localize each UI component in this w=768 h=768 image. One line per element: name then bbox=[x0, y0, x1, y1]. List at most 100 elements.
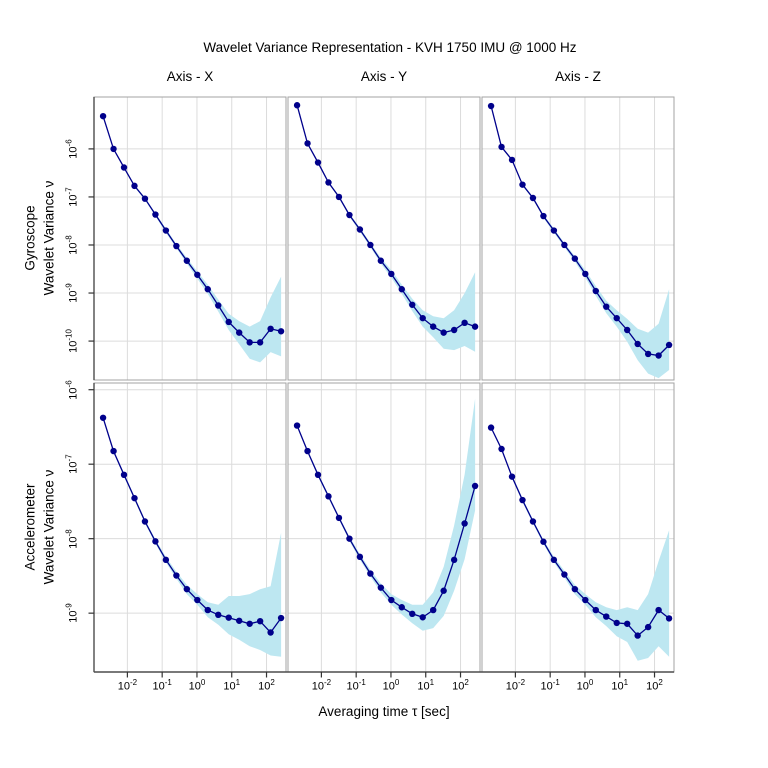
confidence-band bbox=[103, 115, 282, 363]
data-point bbox=[267, 629, 274, 636]
data-point bbox=[409, 610, 416, 618]
data-point bbox=[235, 617, 243, 624]
data-point bbox=[194, 271, 201, 278]
data-point bbox=[450, 326, 458, 334]
data-point bbox=[110, 447, 117, 455]
series-line bbox=[102, 116, 282, 344]
data-point bbox=[665, 341, 673, 349]
x-tick-label: 102 bbox=[258, 678, 275, 693]
data-point bbox=[225, 614, 232, 621]
data-point bbox=[508, 473, 516, 480]
x-tick-label: 10-1 bbox=[540, 678, 560, 693]
data-point bbox=[246, 620, 253, 627]
data-point bbox=[592, 606, 599, 614]
data-point bbox=[461, 319, 468, 327]
data-point bbox=[335, 193, 343, 201]
panel-border bbox=[481, 96, 675, 381]
x-tick-label: 102 bbox=[646, 678, 663, 693]
strip-label-axis-z: Axis - Z bbox=[555, 69, 601, 84]
data-point bbox=[471, 323, 479, 330]
data-point bbox=[325, 493, 332, 500]
data-point bbox=[225, 318, 232, 326]
data-point bbox=[644, 623, 652, 631]
data-point bbox=[487, 424, 495, 431]
data-point bbox=[498, 143, 505, 151]
data-point bbox=[194, 596, 201, 604]
panel-accelerometer-axis-x bbox=[94, 383, 286, 672]
confidence-band bbox=[103, 416, 282, 657]
confidence-band bbox=[297, 398, 476, 631]
data-point bbox=[398, 604, 405, 611]
data-point bbox=[346, 535, 353, 542]
data-point bbox=[419, 614, 426, 621]
data-point bbox=[367, 241, 374, 249]
data-point bbox=[277, 614, 285, 622]
y-tick-label: 10-8 bbox=[64, 235, 80, 255]
data-point bbox=[120, 164, 128, 171]
data-point bbox=[582, 596, 589, 604]
data-point bbox=[173, 572, 180, 579]
data-point bbox=[215, 302, 222, 309]
data-point bbox=[162, 227, 170, 234]
series-line bbox=[490, 105, 670, 357]
data-point bbox=[235, 329, 243, 336]
data-point bbox=[277, 328, 285, 335]
data-point bbox=[487, 102, 495, 110]
data-point bbox=[314, 159, 322, 166]
panel-accelerometer-axis-y bbox=[288, 383, 480, 672]
y-tick-label: 10-7 bbox=[64, 187, 80, 207]
data-point bbox=[561, 241, 568, 249]
panel-gyroscope-axis-z bbox=[482, 97, 674, 380]
data-point bbox=[623, 620, 631, 627]
data-point bbox=[540, 212, 547, 220]
panel-border bbox=[287, 96, 481, 381]
x-tick-label: 101 bbox=[417, 678, 435, 693]
data-point bbox=[204, 286, 211, 293]
data-point bbox=[398, 286, 405, 293]
data-point bbox=[508, 156, 516, 164]
row-label-accelerometer: Accelerometer bbox=[22, 483, 38, 571]
data-point bbox=[131, 182, 138, 190]
x-tick-label: 10-2 bbox=[505, 678, 526, 693]
data-point bbox=[529, 518, 537, 525]
data-point bbox=[267, 325, 274, 333]
data-point bbox=[571, 585, 579, 593]
x-tick-label: 10-1 bbox=[152, 678, 172, 693]
data-point bbox=[377, 584, 385, 591]
data-point bbox=[582, 270, 589, 278]
y-tick-label: 10-6 bbox=[64, 380, 80, 400]
data-point bbox=[388, 596, 395, 604]
x-tick-label: 10-2 bbox=[311, 678, 332, 693]
data-point bbox=[293, 102, 301, 109]
data-point bbox=[173, 242, 180, 250]
page-title: Wavelet Variance Representation - KVH 17… bbox=[203, 40, 577, 55]
data-point bbox=[120, 471, 128, 479]
data-point bbox=[655, 352, 662, 359]
y-tick-label: 10-8 bbox=[64, 528, 80, 549]
data-point bbox=[356, 226, 364, 233]
data-point bbox=[246, 339, 253, 346]
data-point bbox=[613, 619, 620, 627]
data-point bbox=[99, 112, 107, 120]
strip-label-axis-x: Axis - X bbox=[166, 69, 214, 84]
data-point bbox=[634, 632, 641, 639]
x-tick-label: 100 bbox=[382, 678, 400, 693]
data-point bbox=[529, 194, 537, 202]
data-point bbox=[571, 255, 579, 262]
data-point bbox=[304, 447, 311, 455]
data-point bbox=[152, 538, 159, 545]
data-point bbox=[162, 556, 170, 564]
data-point bbox=[346, 211, 353, 219]
y-tick-label: 10-9 bbox=[64, 603, 80, 623]
confidence-band bbox=[491, 105, 670, 379]
y-tick-label: 10-7 bbox=[64, 454, 80, 474]
data-point bbox=[335, 514, 343, 522]
data-point bbox=[99, 414, 107, 421]
data-point bbox=[623, 326, 631, 334]
data-point bbox=[471, 482, 479, 490]
data-point bbox=[519, 181, 526, 188]
y-axis-title-accelerometer: Wavelet Variance ν bbox=[41, 469, 57, 585]
data-point bbox=[183, 585, 191, 593]
x-tick-label: 102 bbox=[452, 678, 469, 693]
